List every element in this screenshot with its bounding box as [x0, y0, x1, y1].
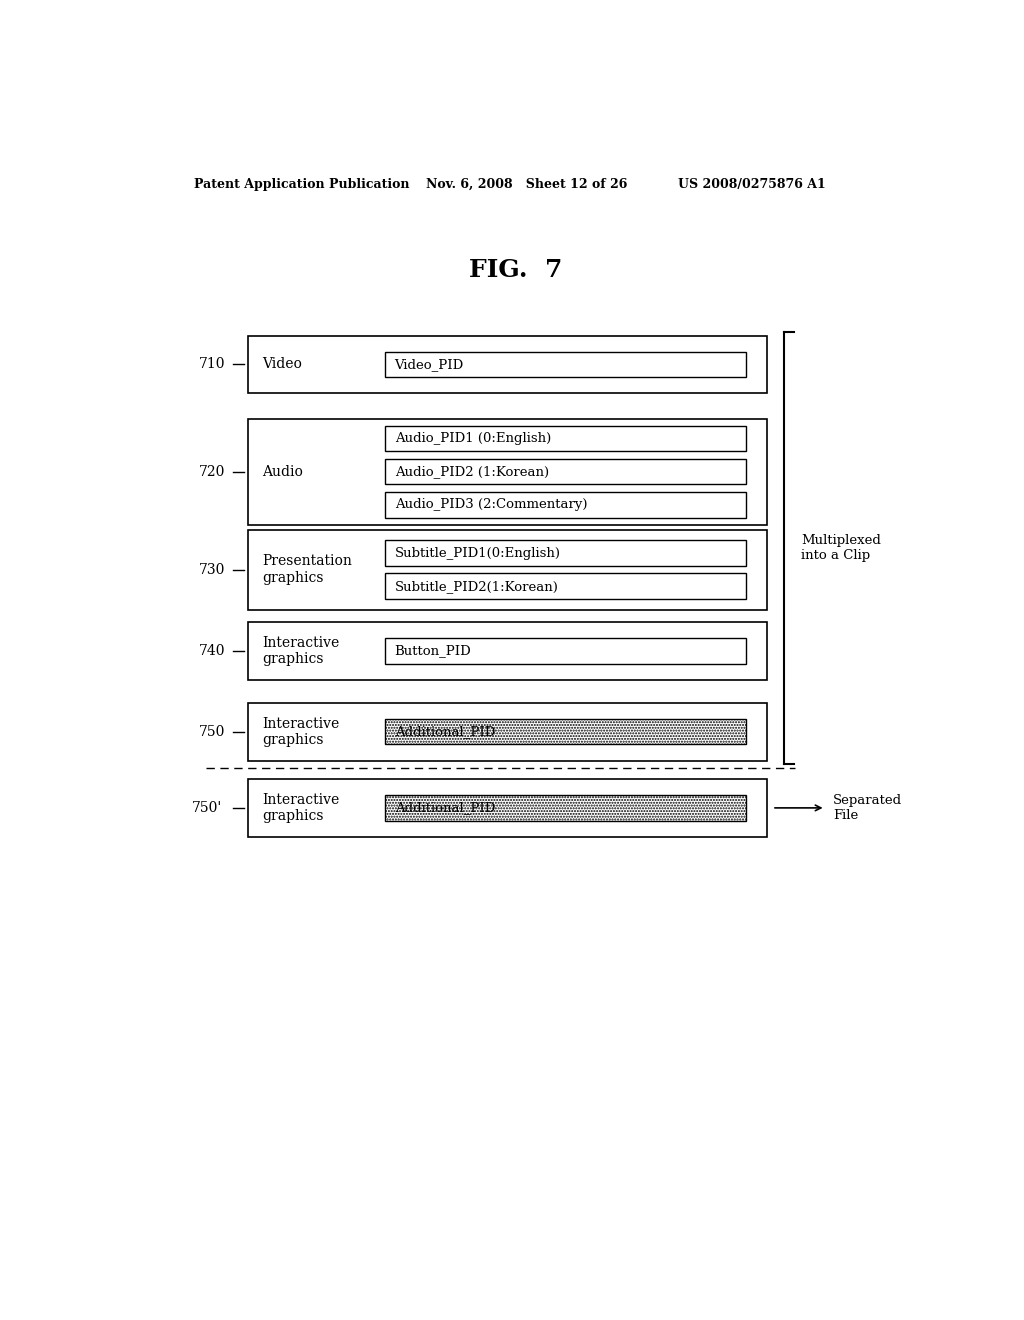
FancyBboxPatch shape	[248, 702, 767, 760]
Text: Additional_PID: Additional_PID	[394, 725, 495, 738]
Text: Video_PID: Video_PID	[394, 358, 464, 371]
Text: Audio_PID2 (1:Korean): Audio_PID2 (1:Korean)	[394, 465, 549, 478]
FancyBboxPatch shape	[385, 573, 746, 599]
Text: 750': 750'	[191, 801, 222, 814]
FancyBboxPatch shape	[248, 529, 767, 610]
Text: Video: Video	[262, 358, 302, 371]
Text: FIG.  7: FIG. 7	[469, 257, 562, 282]
Text: Separated
File: Separated File	[834, 793, 902, 822]
Text: Nov. 6, 2008   Sheet 12 of 26: Nov. 6, 2008 Sheet 12 of 26	[426, 178, 628, 190]
Text: Multiplexed
into a Clip: Multiplexed into a Clip	[802, 535, 882, 562]
FancyBboxPatch shape	[385, 719, 746, 744]
Text: Interactive
graphics: Interactive graphics	[262, 793, 339, 822]
FancyBboxPatch shape	[248, 418, 767, 525]
Text: Subtitle_PID1(0:English): Subtitle_PID1(0:English)	[394, 546, 560, 560]
Text: Audio: Audio	[262, 465, 303, 479]
Text: Audio_PID1 (0:English): Audio_PID1 (0:English)	[394, 432, 551, 445]
FancyBboxPatch shape	[385, 459, 746, 484]
Text: Interactive
graphics: Interactive graphics	[262, 717, 339, 747]
FancyBboxPatch shape	[385, 426, 746, 451]
Text: Interactive
graphics: Interactive graphics	[262, 636, 339, 665]
Text: 750: 750	[200, 725, 225, 739]
Text: Subtitle_PID2(1:Korean): Subtitle_PID2(1:Korean)	[394, 579, 558, 593]
Text: US 2008/0275876 A1: US 2008/0275876 A1	[678, 178, 826, 190]
FancyBboxPatch shape	[385, 638, 746, 664]
Text: 720: 720	[200, 465, 225, 479]
Text: Audio_PID3 (2:Commentary): Audio_PID3 (2:Commentary)	[394, 499, 587, 511]
Text: 740: 740	[200, 644, 226, 657]
Text: Additional_PID: Additional_PID	[394, 801, 495, 814]
FancyBboxPatch shape	[385, 351, 746, 378]
FancyBboxPatch shape	[385, 540, 746, 566]
FancyBboxPatch shape	[248, 779, 767, 837]
FancyBboxPatch shape	[385, 795, 746, 821]
Text: Patent Application Publication: Patent Application Publication	[194, 178, 410, 190]
Text: Button_PID: Button_PID	[394, 644, 471, 657]
Text: 710: 710	[200, 358, 226, 371]
Text: 730: 730	[200, 562, 225, 577]
FancyBboxPatch shape	[385, 492, 746, 517]
FancyBboxPatch shape	[248, 622, 767, 680]
Text: Presentation
graphics: Presentation graphics	[262, 554, 352, 585]
FancyBboxPatch shape	[248, 335, 767, 393]
